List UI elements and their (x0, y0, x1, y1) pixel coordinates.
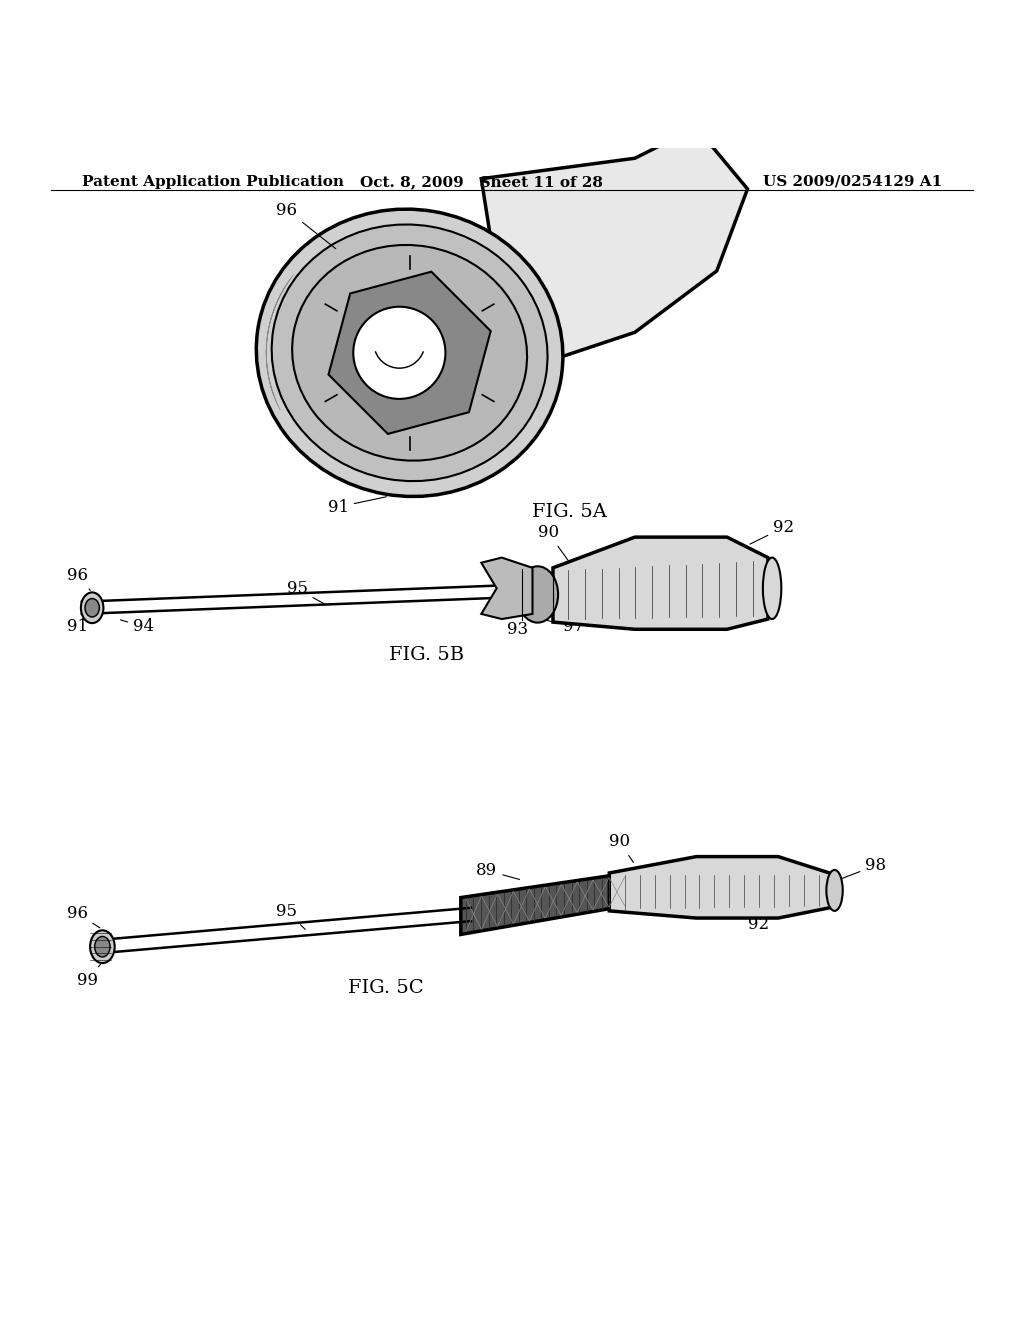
Ellipse shape (826, 870, 843, 911)
Ellipse shape (292, 246, 527, 461)
Text: 90: 90 (538, 524, 571, 565)
Ellipse shape (517, 566, 558, 623)
Text: 97: 97 (536, 618, 585, 635)
Text: 96: 96 (67, 568, 90, 590)
Polygon shape (481, 128, 748, 374)
Text: 91: 91 (67, 618, 92, 635)
Text: Oct. 8, 2009   Sheet 11 of 28: Oct. 8, 2009 Sheet 11 of 28 (359, 174, 603, 189)
Ellipse shape (271, 224, 548, 480)
Text: 91: 91 (328, 496, 386, 516)
Text: 94: 94 (121, 618, 155, 635)
Polygon shape (329, 272, 490, 434)
Text: 89: 89 (476, 862, 519, 879)
Polygon shape (481, 557, 532, 619)
Text: 99: 99 (77, 964, 100, 989)
Ellipse shape (85, 598, 99, 616)
Text: US 2009/0254129 A1: US 2009/0254129 A1 (763, 174, 942, 189)
Text: 96: 96 (67, 906, 100, 928)
Text: 98: 98 (841, 857, 887, 879)
Text: FIG. 5B: FIG. 5B (389, 645, 464, 664)
Ellipse shape (81, 593, 103, 623)
Ellipse shape (90, 931, 115, 964)
Ellipse shape (256, 209, 563, 496)
Text: 92: 92 (750, 519, 795, 544)
Text: 92: 92 (739, 916, 769, 933)
Text: 90: 90 (609, 833, 634, 862)
Text: FIG. 5C: FIG. 5C (348, 979, 424, 997)
Polygon shape (461, 875, 614, 935)
Ellipse shape (763, 557, 781, 619)
Text: 95: 95 (287, 581, 326, 605)
Polygon shape (609, 857, 840, 917)
Polygon shape (553, 537, 768, 630)
Text: FIG. 5A: FIG. 5A (532, 503, 607, 520)
Ellipse shape (94, 936, 111, 957)
Text: 95: 95 (276, 903, 305, 929)
Text: 96: 96 (276, 202, 336, 248)
Text: 93: 93 (507, 616, 528, 639)
Text: Patent Application Publication: Patent Application Publication (82, 174, 344, 189)
Circle shape (353, 306, 445, 399)
